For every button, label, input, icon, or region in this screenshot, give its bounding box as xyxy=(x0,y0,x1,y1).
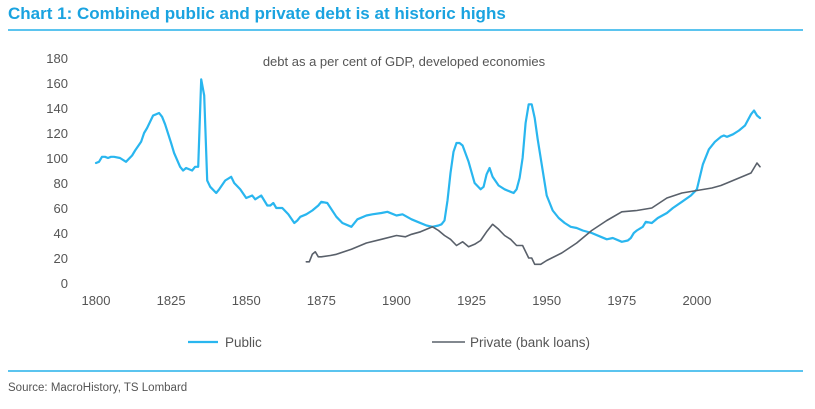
y-tick-label: 100 xyxy=(46,151,68,166)
y-tick-label: 40 xyxy=(54,226,68,241)
y-tick-label: 140 xyxy=(46,101,68,116)
x-tick-label: 1850 xyxy=(232,293,261,308)
debt-line-chart: debt as a per cent of GDP, developed eco… xyxy=(46,51,762,350)
y-tick-label: 20 xyxy=(54,251,68,266)
footer-rule xyxy=(8,370,803,372)
title-rule xyxy=(8,29,803,31)
y-tick-label: 180 xyxy=(46,51,68,66)
source-note: Source: MacroHistory, TS Lombard xyxy=(8,382,188,394)
x-tick-label: 1800 xyxy=(82,293,111,308)
y-tick-label: 120 xyxy=(46,126,68,141)
x-tick-label: 2000 xyxy=(682,293,711,308)
x-tick-label: 1900 xyxy=(382,293,411,308)
y-tick-label: 60 xyxy=(54,201,68,216)
chart-title: Chart 1: Combined public and private deb… xyxy=(8,4,506,23)
x-tick-label: 1950 xyxy=(532,293,561,308)
series-line-public xyxy=(94,78,762,243)
legend-label-private: Private (bank loans) xyxy=(470,335,590,350)
x-tick-label: 1975 xyxy=(607,293,636,308)
x-tick-label: 1825 xyxy=(157,293,186,308)
legend-label-public: Public xyxy=(225,335,262,350)
x-tick-label: 1875 xyxy=(307,293,336,308)
series-line-private xyxy=(305,162,761,266)
y-tick-label: 160 xyxy=(46,76,68,91)
y-tick-label: 0 xyxy=(61,276,68,291)
x-tick-label: 1925 xyxy=(457,293,486,308)
y-tick-label: 80 xyxy=(54,176,68,191)
chart-subtitle: debt as a per cent of GDP, developed eco… xyxy=(263,54,546,69)
